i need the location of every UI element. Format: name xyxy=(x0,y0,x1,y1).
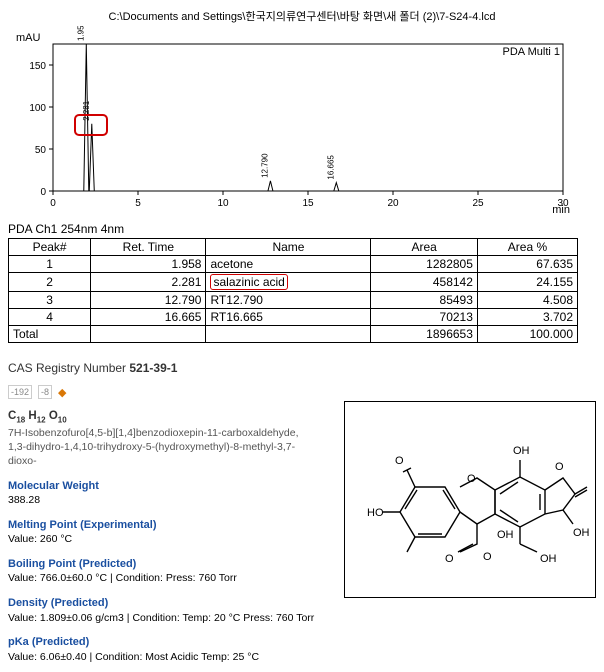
svg-text:OH: OH xyxy=(513,445,530,457)
svg-text:O: O xyxy=(555,461,564,473)
svg-text:25: 25 xyxy=(472,198,484,209)
svg-text:O: O xyxy=(483,551,492,563)
svg-text:O: O xyxy=(395,455,404,467)
svg-text:100: 100 xyxy=(29,103,46,114)
svg-text:50: 50 xyxy=(35,145,47,156)
pda-channel-label: PDA Multi 1 xyxy=(503,46,560,58)
structure-diagram: O HO OH OH OH O O O O OH xyxy=(344,401,596,598)
file-path: C:\Documents and Settings\한국지의류연구센터\바탕 화… xyxy=(8,8,596,24)
flag-icon: ◆ xyxy=(58,386,66,399)
icon-1: -192 xyxy=(8,385,32,399)
col-header: Area xyxy=(371,239,477,256)
svg-text:OH: OH xyxy=(573,527,590,539)
svg-text:5: 5 xyxy=(135,198,141,209)
col-header: Peak# xyxy=(9,239,91,256)
svg-text:0: 0 xyxy=(40,187,46,198)
svg-text:OH: OH xyxy=(540,553,557,565)
svg-text:10: 10 xyxy=(217,198,229,209)
bp-value: Value: 766.0±60.0 °C | Condition: Press:… xyxy=(8,572,237,584)
dens-label: Density (Predicted) xyxy=(8,597,108,609)
table-total-row: Total1896653100.000 xyxy=(9,326,578,343)
icon-2: -8 xyxy=(38,385,52,399)
table-row: 416.665RT16.665702133.702 xyxy=(9,309,578,326)
svg-text:O: O xyxy=(467,473,476,485)
pka-label: pKa (Predicted) xyxy=(8,636,89,648)
svg-text:HO: HO xyxy=(367,507,384,519)
mp-value: Value: 260 °C xyxy=(8,533,72,545)
svg-text:2.281: 2.281 xyxy=(82,100,91,121)
mw-label: Molecular Weight xyxy=(8,480,99,492)
icon-row: -192 -8 ◆ xyxy=(8,385,596,399)
svg-text:15: 15 xyxy=(302,198,314,209)
peak-table: Peak#Ret. TimeNameAreaArea % 11.958aceto… xyxy=(8,238,578,343)
table-row: 312.790RT12.790854934.508 xyxy=(9,292,578,309)
table-row: 11.958acetone128280567.635 xyxy=(9,256,578,273)
bp-label: Boiling Point (Predicted) xyxy=(8,558,136,570)
x-axis-label: min xyxy=(552,204,570,216)
svg-text:150: 150 xyxy=(29,61,46,72)
y-axis-label: mAU xyxy=(16,32,40,44)
chromatogram-chart: mAU PDA Multi 1 min 05010015005101520253… xyxy=(8,26,578,216)
svg-text:0: 0 xyxy=(50,198,56,209)
table-title: PDA Ch1 254nm 4nm xyxy=(8,222,596,236)
molecular-formula: C18 H12 O10 xyxy=(8,409,318,426)
svg-text:20: 20 xyxy=(387,198,399,209)
svg-text:1.958: 1.958 xyxy=(76,26,85,41)
svg-text:16.665: 16.665 xyxy=(326,155,335,180)
cas-number-line: CAS Registry Number 521-39-1 xyxy=(8,361,596,375)
col-header: Area % xyxy=(477,239,577,256)
svg-text:O: O xyxy=(445,553,454,565)
mw-value: 388.28 xyxy=(8,494,40,506)
table-row: 22.281salazinic acid45814224.155 xyxy=(9,273,578,292)
svg-text:OH: OH xyxy=(497,529,514,541)
col-header: Name xyxy=(206,239,371,256)
pka-value: Value: 6.06±0.40 | Condition: Most Acidi… xyxy=(8,651,259,663)
mp-label: Melting Point (Experimental) xyxy=(8,519,157,531)
col-header: Ret. Time xyxy=(91,239,206,256)
compound-info: CAS Registry Number 521-39-1 -192 -8 ◆ C… xyxy=(8,361,596,664)
svg-text:12.790: 12.790 xyxy=(260,153,269,178)
chromatogram-svg: 0501001500510152025301.9582.28112.79016.… xyxy=(8,26,578,216)
dens-value: Value: 1.809±0.06 g/cm3 | Condition: Tem… xyxy=(8,612,314,624)
iupac-name: 7H-Isobenzofuro[4,5-b][1,4]benzodioxepin… xyxy=(8,426,318,469)
